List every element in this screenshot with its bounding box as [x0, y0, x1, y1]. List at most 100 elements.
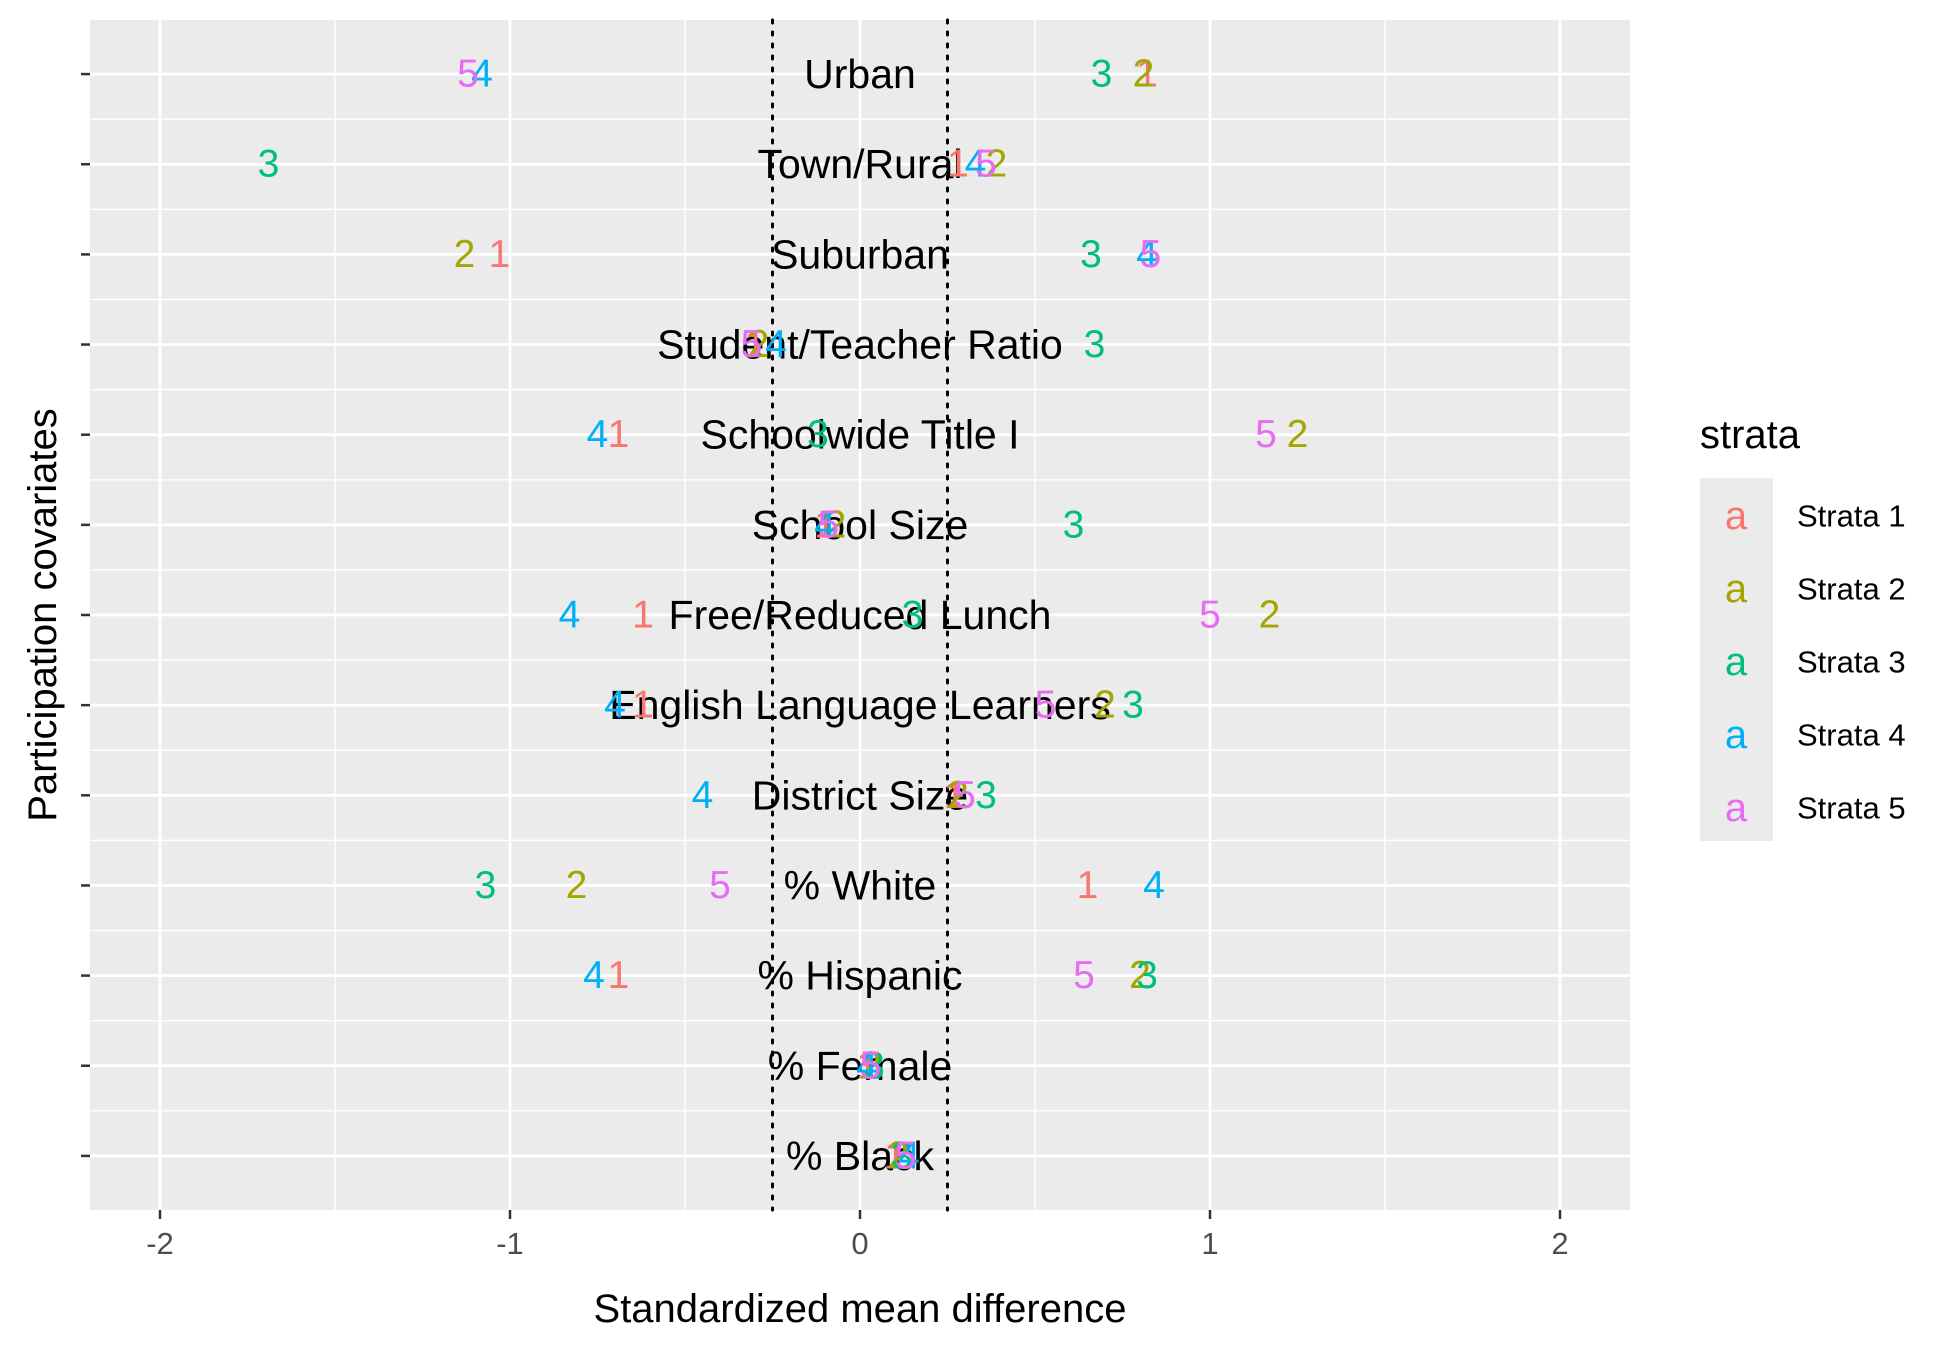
covariate-label: English Language Learners [609, 682, 1111, 728]
data-point: 5 [895, 1134, 917, 1177]
data-point: 1 [947, 143, 969, 186]
data-point: 2 [1129, 954, 1151, 997]
data-point: 4 [1143, 864, 1165, 907]
x-tick-label: 2 [1551, 1226, 1568, 1261]
legend-key-glyph: a [1725, 786, 1748, 830]
data-point: 2 [1287, 413, 1309, 456]
data-point: 2 [860, 1044, 882, 1087]
data-point: 3 [1122, 684, 1144, 727]
data-point: 1 [744, 323, 766, 366]
data-point: 4 [1136, 233, 1158, 276]
data-point: 3 [1080, 233, 1102, 276]
data-point: 3 [1084, 323, 1106, 366]
major-gridlines [90, 20, 1630, 1210]
covariate-label: % Female [768, 1043, 953, 1089]
data-point: 4 [587, 413, 609, 456]
data-point: 4 [604, 684, 626, 727]
x-tick-label: -2 [146, 1226, 174, 1261]
data-point: 4 [559, 594, 581, 637]
data-point: 3 [258, 143, 280, 186]
data-point: 4 [471, 53, 493, 96]
data-point: 1 [632, 684, 654, 727]
covariate-labels: Urban Town/Rural Suburban Student/Teacher R… [609, 51, 1111, 1179]
data-point: 2 [454, 233, 476, 276]
covariate-label: % Black [786, 1133, 935, 1179]
legend-label: Strata 1 [1797, 499, 1906, 534]
data-point: 4 [583, 954, 605, 997]
data-point: 3 [975, 774, 997, 817]
data-point: 1 [1136, 53, 1158, 96]
y-axis-title: Participation covariates [21, 408, 65, 822]
data-point: 5 [860, 1044, 882, 1087]
data-point: 5 [1140, 233, 1162, 276]
legend: strata a Strata 1 a Strata 2 a Strata 3 a Strat… [1700, 413, 1906, 841]
data-point: 2 [566, 864, 588, 907]
data-point: 1 [608, 413, 630, 456]
legend-label: Strata 3 [1797, 645, 1906, 680]
data-point: 3 [475, 864, 497, 907]
data-point: 1 [884, 1134, 906, 1177]
data-point: 2 [947, 774, 969, 817]
data-point: 2 [825, 503, 847, 546]
data-point: 1 [1077, 864, 1099, 907]
data-point: 1 [856, 1044, 878, 1087]
data-point: 2 [1259, 594, 1281, 637]
data-point: 4 [814, 503, 836, 546]
data-point: 1 [608, 954, 630, 997]
legend-label: Strata 4 [1797, 718, 1906, 753]
data-point: 3 [863, 1044, 885, 1087]
x-tick-label: 0 [851, 1226, 868, 1261]
covariate-label: Urban [804, 51, 916, 97]
data-point: 2 [748, 323, 770, 366]
data-point: 5 [954, 774, 976, 817]
data-point: 3 [902, 594, 924, 637]
covariate-label: Student/Teacher Ratio [657, 322, 1063, 368]
data-point: 5 [457, 53, 479, 96]
x-axis-ticks: -2 -1 0 1 2 [146, 1210, 1569, 1261]
data-point: 1 [632, 594, 654, 637]
covariate-label: Town/Rural [757, 141, 962, 187]
covariate-label: Free/Reduced Lunch [669, 592, 1052, 638]
data-point: 2 [888, 1134, 910, 1177]
data-point: 4 [856, 1044, 878, 1087]
data-point: 3 [1136, 954, 1158, 997]
data-point: 3 [1063, 503, 1085, 546]
data-point: 4 [692, 774, 714, 817]
data-point: 5 [818, 503, 840, 546]
legend-key-glyph: a [1725, 640, 1748, 684]
covariate-label: % White [784, 862, 937, 908]
x-tick-label: -1 [496, 1226, 524, 1261]
data-point: 2 [1094, 684, 1116, 727]
legend-key-glyph: a [1725, 713, 1748, 757]
x-tick-label: 1 [1201, 1226, 1218, 1261]
y-axis-ticks [81, 72, 90, 1158]
legend-items: a Strata 1 a Strata 2 a Strata 3 a Strata 4 a Str… [1725, 494, 1906, 830]
legend-key-glyph: a [1725, 494, 1748, 538]
data-point: 4 [965, 143, 987, 186]
data-points: 1111111111111222222222222233333333333334… [258, 53, 1309, 1178]
data-point: 2 [1133, 53, 1155, 96]
legend-label: Strata 5 [1797, 791, 1906, 826]
legend-key-background [1700, 478, 1773, 841]
covariate-label: District Size [752, 772, 968, 818]
data-point: 5 [975, 143, 997, 186]
data-point: 3 [1091, 53, 1113, 96]
x-axis-title: Standardized mean difference [594, 1287, 1127, 1331]
data-point: 4 [898, 1134, 920, 1177]
data-point: 1 [814, 503, 836, 546]
data-point: 1 [944, 774, 966, 817]
data-point: 5 [1035, 684, 1057, 727]
data-point: 5 [1255, 413, 1277, 456]
data-point: 4 [765, 323, 787, 366]
legend-key-glyph: a [1725, 567, 1748, 611]
covariate-label: School Size [752, 502, 969, 548]
data-point: 5 [741, 323, 763, 366]
data-point: 3 [807, 413, 829, 456]
data-point: 5 [1199, 594, 1221, 637]
covariate-label: Schoolwide Title I [700, 412, 1019, 458]
data-point: 3 [891, 1134, 913, 1177]
data-point: 5 [709, 864, 731, 907]
legend-label: Strata 2 [1797, 572, 1906, 607]
data-point: 5 [1073, 954, 1095, 997]
